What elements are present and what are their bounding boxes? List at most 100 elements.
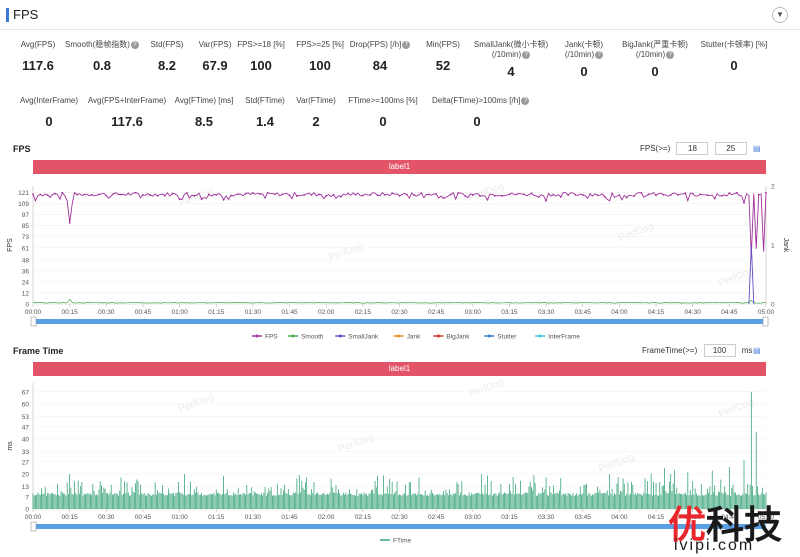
- help-icon[interactable]: ?: [402, 40, 411, 49]
- metric-label-text: SmallJank(微小卡顿): [473, 40, 549, 49]
- fps-point: [237, 193, 240, 195]
- legend-item-stutter[interactable]: Stutter: [484, 334, 517, 341]
- metric-value: 117.6: [22, 58, 54, 73]
- legend-item-fps[interactable]: FPS: [252, 334, 278, 341]
- x-tick-label: 03:00: [465, 514, 482, 521]
- table-icon[interactable]: ▤: [753, 346, 761, 355]
- legend-item-ftime[interactable]: FTime: [380, 538, 412, 545]
- fps-point: [54, 192, 56, 195]
- x-tick-label: 02:45: [428, 514, 445, 521]
- fps-point: [647, 193, 650, 196]
- metric-row1-8: SmallJank(微小卡顿) (/10min)? 4: [466, 40, 556, 79]
- fps-point: [171, 192, 174, 195]
- fps-point: [398, 194, 401, 197]
- legend-item-smooth[interactable]: Smooth: [288, 334, 324, 341]
- fps-point: [765, 191, 767, 194]
- x-tick-label: 01:00: [171, 309, 188, 316]
- x-tick-label: 00:45: [135, 514, 152, 521]
- x-tick-label: 03:45: [575, 309, 592, 316]
- metric-row1-7: Min(FPS) 52: [398, 40, 488, 73]
- metric-label-text: Avg(FPS+InterFrame): [87, 96, 167, 105]
- ftime-threshold-unit: ms: [741, 346, 753, 355]
- fps-point: [376, 194, 379, 196]
- metric-row1-10: BigJank(严重卡顿) (/10min)? 0: [610, 40, 700, 79]
- metric-label-text: Stutter(卡顿率) [%]: [700, 40, 768, 49]
- fps-point: [413, 194, 416, 197]
- y-tick-label: 40: [22, 437, 30, 444]
- fps-point: [318, 193, 320, 196]
- metric-label-text: FPS>=18 [%]: [237, 40, 285, 49]
- scrollbar-handle-right[interactable]: [762, 316, 769, 327]
- panel-header: FPS ▼: [0, 0, 800, 30]
- fps-point: [405, 193, 408, 196]
- x-tick-label: 04:30: [685, 514, 702, 521]
- x-tick-label: 00:45: [135, 309, 152, 316]
- watermark: PerfDog: [467, 181, 505, 204]
- fps-threshold-2-input[interactable]: [714, 142, 747, 155]
- x-tick-label: 02:15: [355, 514, 372, 521]
- y-tick-label: 97: [22, 212, 30, 219]
- help-icon[interactable]: ?: [522, 50, 531, 59]
- metric-label-text: Var(FPS): [198, 40, 232, 49]
- fps-point: [735, 191, 738, 194]
- metric-label: Avg(FPS): [0, 40, 83, 50]
- x-tick-label: 01:30: [245, 309, 262, 316]
- fps-point: [677, 194, 679, 196]
- metric-row2-6: Delta(FTime)>100ms [/h]? 0: [432, 96, 530, 129]
- x-tick-label: 03:45: [575, 514, 592, 521]
- fps-point: [435, 193, 438, 195]
- fps-point: [127, 192, 130, 195]
- panel-title: FPS: [13, 7, 39, 22]
- legend-item-interframe[interactable]: InterFrame: [535, 334, 580, 341]
- x-tick-label: 04:15: [648, 309, 665, 316]
- metric-value: 0.8: [92, 58, 112, 73]
- logo-url: ivipi.com: [674, 537, 755, 554]
- time-scrollbar[interactable]: [33, 319, 766, 324]
- metric-label-text: FPS>=25 [%]: [296, 40, 344, 49]
- fps-point: [222, 198, 225, 201]
- ftime-threshold-input[interactable]: [703, 344, 736, 357]
- legend-label: Smooth: [301, 334, 324, 341]
- legend-label: SmallJank: [348, 334, 379, 341]
- x-tick-label: 03:15: [501, 309, 518, 316]
- fps-point: [567, 194, 569, 196]
- x-tick-label: 04:15: [648, 514, 665, 521]
- legend-item-jank[interactable]: Jank: [393, 334, 421, 341]
- fps-point: [669, 194, 672, 196]
- help-icon[interactable]: ?: [666, 50, 675, 59]
- fps-point: [347, 192, 350, 195]
- ftime-threshold-group: FrameTime(>=) ms: [642, 344, 752, 357]
- scrollbar-handle-left[interactable]: [30, 521, 37, 532]
- fps-point: [259, 193, 262, 195]
- y2-tick-label: 0: [771, 302, 775, 309]
- chevron-down-icon[interactable]: ▼: [772, 7, 788, 23]
- fps-point: [325, 195, 328, 197]
- y-tick-label: 61: [22, 245, 30, 252]
- fps-point: [215, 194, 218, 196]
- help-icon[interactable]: ?: [130, 40, 139, 49]
- legend-item-bigjank[interactable]: BigJank: [433, 334, 470, 341]
- metric-value: 4: [507, 64, 515, 79]
- fps-point: [743, 201, 745, 204]
- fps-point: [757, 193, 760, 196]
- metric-label: Avg(InterFrame): [4, 96, 94, 106]
- y-tick-label: 0: [25, 302, 29, 309]
- x-tick-label: 04:00: [611, 514, 628, 521]
- help-icon[interactable]: ?: [595, 50, 604, 59]
- fps-point: [611, 192, 613, 195]
- legend-marker: [397, 334, 401, 338]
- metric-row2-1: Avg(FPS+InterFrame) 117.6: [82, 96, 172, 129]
- table-icon[interactable]: ▤: [753, 144, 761, 153]
- fps-point: [662, 193, 665, 196]
- fps-point: [523, 193, 525, 196]
- time-scrollbar[interactable]: [33, 524, 766, 529]
- metric-label: Drop(FPS) [/h]?: [335, 40, 425, 50]
- metric-label: Delta(FTime)>100ms [/h]?: [432, 96, 530, 106]
- fps-threshold-1-input[interactable]: [676, 142, 709, 155]
- fps-point: [589, 193, 591, 196]
- legend-item-smalljank[interactable]: SmallJank: [335, 334, 379, 341]
- scrollbar-handle-left[interactable]: [30, 316, 37, 327]
- metric-label: SmallJank(微小卡顿) (/10min)?: [466, 40, 556, 60]
- help-icon[interactable]: ?: [521, 96, 530, 105]
- fps-point: [200, 198, 203, 201]
